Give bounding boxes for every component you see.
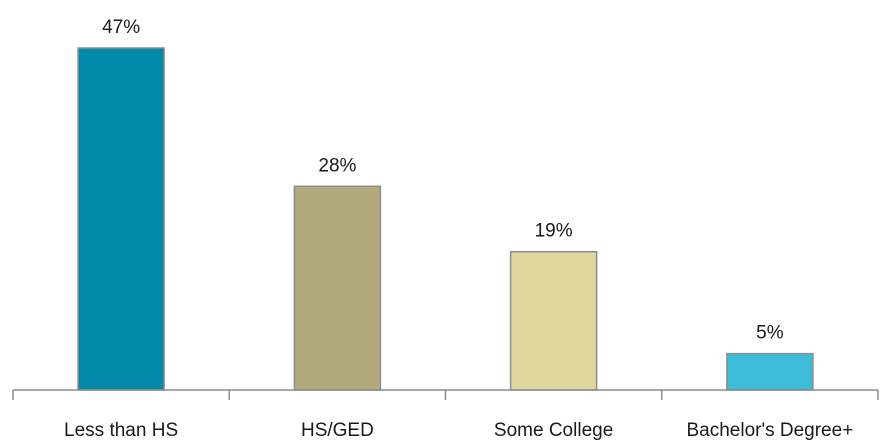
data-label-bachelor-s-degree: 5%	[756, 323, 784, 344]
bar-hs-ged	[293, 185, 382, 391]
data-labels-group: 47% 28% 19% 5%	[102, 17, 784, 344]
x-axis	[12, 389, 879, 400]
bar-less-than-hs	[77, 47, 165, 391]
category-label-some-college: Some College	[494, 420, 613, 441]
category-label-less-than-hs: Less than HS	[64, 420, 178, 441]
category-labels-group: Less than HS HS/GED Some College Bachelor's…	[64, 420, 853, 441]
data-label-hs-ged: 28%	[318, 155, 356, 176]
bar-bachelor-s-degree	[726, 352, 814, 391]
category-label-hs-ged: HS/GED	[301, 420, 374, 441]
data-label-some-college: 19%	[535, 221, 573, 242]
bar-some-college	[509, 250, 598, 391]
category-label-bachelor-s-degree: Bachelor's Degree+	[686, 420, 853, 441]
data-label-less-than-hs: 47%	[102, 17, 140, 38]
bars-group	[77, 47, 814, 391]
